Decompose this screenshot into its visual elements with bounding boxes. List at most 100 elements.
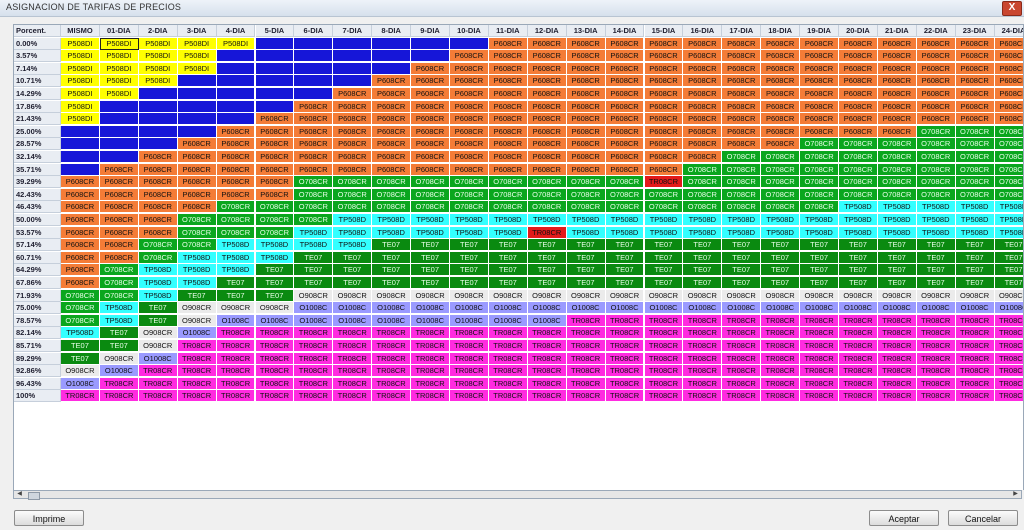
- tariff-cell[interactable]: TR08CR: [99, 390, 139, 403]
- tariff-cell[interactable]: P608CR: [527, 100, 567, 113]
- tariff-cell[interactable]: TR08CR: [683, 365, 723, 378]
- tariff-cell[interactable]: O708CR: [255, 201, 295, 214]
- tariff-cell[interactable]: O708CR: [488, 201, 528, 214]
- tariff-cell[interactable]: O708CR: [839, 176, 878, 189]
- tariff-cell[interactable]: O708CR: [372, 176, 412, 189]
- tariff-cell[interactable]: P608CR: [605, 151, 645, 163]
- tariff-cell[interactable]: P608CR: [605, 62, 645, 75]
- tariff-cell[interactable]: TE07: [916, 264, 956, 277]
- tariff-cell[interactable]: TR08CR: [683, 314, 723, 327]
- tariff-cell[interactable]: P608CR: [644, 88, 684, 100]
- tariff-cell[interactable]: TE07: [294, 264, 334, 277]
- tariff-cell[interactable]: TR08CR: [255, 327, 295, 340]
- tariff-cell[interactable]: TE07: [333, 264, 373, 277]
- tariff-cell[interactable]: TP508D: [683, 226, 723, 239]
- tariff-cell[interactable]: [216, 88, 256, 100]
- column-header[interactable]: 24-DIA: [994, 25, 1023, 37]
- tariff-cell[interactable]: TP508D: [605, 214, 645, 226]
- tariff-cell[interactable]: TR08CR: [488, 390, 528, 403]
- tariff-cell[interactable]: O708CR: [61, 289, 100, 302]
- tariff-cell[interactable]: TR08CR: [566, 352, 606, 365]
- tariff-cell[interactable]: P608CR: [877, 50, 917, 63]
- tariff-cell[interactable]: TE07: [294, 251, 334, 264]
- tariff-cell[interactable]: P608CR: [177, 176, 217, 189]
- tariff-cell[interactable]: TE07: [294, 277, 334, 289]
- tariff-cell[interactable]: TP508D: [216, 239, 256, 252]
- tariff-cell[interactable]: P608CR: [916, 50, 956, 63]
- tariff-cell[interactable]: O1008C: [644, 302, 684, 315]
- column-header[interactable]: 2-DIA: [138, 25, 178, 37]
- tariff-cell[interactable]: TP508D: [255, 239, 295, 252]
- tariff-cell[interactable]: O708CR: [800, 151, 839, 163]
- tariff-cell[interactable]: P608CR: [216, 138, 256, 151]
- tariff-cell[interactable]: TR08CR: [955, 390, 995, 403]
- tariff-cell[interactable]: TR08CR: [177, 390, 217, 403]
- tariff-cell[interactable]: TR08CR: [955, 314, 995, 327]
- tariff-cell[interactable]: TP508D: [877, 226, 917, 239]
- tariff-cell[interactable]: TR08CR: [644, 327, 684, 340]
- tariff-cell[interactable]: P608CR: [99, 214, 139, 226]
- tariff-grid[interactable]: Porcent. MISMO 01-DIA 2-DIA 3-DIA 4-DIA 5-DIA 6…: [13, 24, 1024, 408]
- tariff-cell[interactable]: P608CR: [372, 138, 412, 151]
- tariff-cell[interactable]: TE07: [644, 239, 684, 252]
- tariff-cell[interactable]: TR08CR: [877, 377, 917, 390]
- tariff-cell[interactable]: O908CR: [333, 289, 373, 302]
- tariff-cell[interactable]: TR08CR: [294, 390, 334, 403]
- tariff-cell[interactable]: P608CR: [916, 62, 956, 75]
- tariff-cell[interactable]: P608CR: [683, 151, 723, 163]
- tariff-cell[interactable]: TR08CR: [955, 327, 995, 340]
- tariff-cell[interactable]: P608CR: [138, 226, 178, 239]
- tariff-cell[interactable]: P608CR: [255, 138, 295, 151]
- tariff-cell[interactable]: TE07: [800, 264, 839, 277]
- tariff-cell[interactable]: TR08CR: [450, 340, 489, 352]
- tariff-cell[interactable]: P508DI: [99, 75, 139, 88]
- tariff-cell[interactable]: P608CR: [955, 37, 995, 50]
- tariff-cell[interactable]: TP508D: [99, 314, 139, 327]
- tariff-cell[interactable]: P608CR: [877, 37, 917, 50]
- tariff-cell[interactable]: P608CR: [644, 37, 684, 50]
- tariff-cell[interactable]: P608CR: [450, 151, 489, 163]
- tariff-cell[interactable]: TP508D: [138, 289, 178, 302]
- tariff-cell[interactable]: P608CR: [877, 62, 917, 75]
- tariff-cell[interactable]: P608CR: [411, 163, 450, 176]
- tariff-cell[interactable]: TE07: [488, 239, 528, 252]
- tariff-cell[interactable]: O1008C: [177, 327, 217, 340]
- tariff-cell[interactable]: TR08CR: [255, 390, 295, 403]
- column-header[interactable]: 11-DIA: [488, 25, 528, 37]
- tariff-cell[interactable]: TP508D: [372, 214, 412, 226]
- tariff-cell[interactable]: TP508D: [333, 214, 373, 226]
- tariff-cell[interactable]: O708CR: [839, 163, 878, 176]
- tariff-cell[interactable]: O708CR: [333, 201, 373, 214]
- tariff-cell[interactable]: P608CR: [955, 88, 995, 100]
- column-header[interactable]: 15-DIA: [644, 25, 684, 37]
- tariff-cell[interactable]: TR08CR: [527, 327, 567, 340]
- tariff-cell[interactable]: O908CR: [411, 289, 450, 302]
- tariff-cell[interactable]: TE07: [138, 314, 178, 327]
- tariff-cell[interactable]: P608CR: [488, 113, 528, 126]
- tariff-cell[interactable]: TR08CR: [488, 365, 528, 378]
- column-header[interactable]: 01-DIA: [99, 25, 139, 37]
- tariff-cell[interactable]: O1008C: [877, 302, 917, 315]
- tariff-cell[interactable]: TE07: [372, 251, 412, 264]
- tariff-cell[interactable]: P608CR: [800, 113, 839, 126]
- tariff-cell[interactable]: P608CR: [294, 138, 334, 151]
- tariff-cell[interactable]: P608CR: [333, 125, 373, 138]
- tariff-cell[interactable]: TR08CR: [644, 377, 684, 390]
- cancel-button[interactable]: Cancelar: [948, 510, 1018, 526]
- tariff-cell[interactable]: O708CR: [722, 176, 762, 189]
- tariff-cell[interactable]: P608CR: [138, 163, 178, 176]
- tariff-cell[interactable]: P608CR: [488, 151, 528, 163]
- tariff-cell[interactable]: [177, 100, 217, 113]
- tariff-cell[interactable]: P608CR: [61, 264, 100, 277]
- tariff-cell[interactable]: TR08CR: [722, 390, 762, 403]
- tariff-cell[interactable]: P608CR: [800, 50, 839, 63]
- column-header[interactable]: 21-DIA: [877, 25, 917, 37]
- tariff-cell[interactable]: TE07: [488, 251, 528, 264]
- tariff-cell[interactable]: TR08CR: [722, 377, 762, 390]
- tariff-cell[interactable]: TR08CR: [333, 377, 373, 390]
- tariff-cell[interactable]: TR08CR: [605, 340, 645, 352]
- tariff-cell[interactable]: TE07: [722, 251, 762, 264]
- tariff-cell[interactable]: O708CR: [761, 201, 801, 214]
- tariff-cell[interactable]: O708CR: [722, 151, 762, 163]
- tariff-cell[interactable]: O708CR: [294, 176, 334, 189]
